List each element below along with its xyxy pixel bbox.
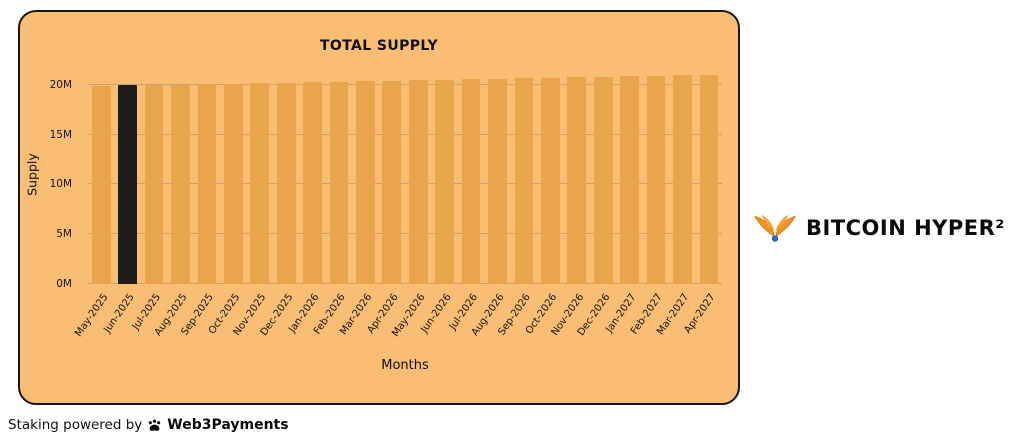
bar-jun-2025[interactable] <box>118 85 137 284</box>
bar-jul-2026[interactable] <box>461 79 481 284</box>
bar-aug-2025[interactable] <box>171 84 190 284</box>
plot-area <box>88 70 722 284</box>
footer: Staking powered by Web3Payments <box>8 417 289 433</box>
bar-slot <box>379 70 405 284</box>
bar-apr-2027[interactable] <box>699 74 719 284</box>
total-supply-chart-card: TOTAL SUPPLY Supply 0M 5M 10M 15M 20M May-20… <box>18 10 740 405</box>
bar-slot <box>114 70 140 284</box>
chart-title: TOTAL SUPPLY <box>319 38 439 54</box>
bar-may-2025[interactable] <box>91 85 111 284</box>
bar-slot <box>431 70 457 284</box>
bar-slot <box>273 70 299 284</box>
bar-slot <box>669 70 695 284</box>
bar-series <box>88 70 722 284</box>
bar-slot <box>88 70 114 284</box>
bar-jul-2025[interactable] <box>144 84 164 284</box>
x-tick-label: May-2025 <box>72 292 111 339</box>
x-tick-slot: Apr-2027 <box>683 286 722 358</box>
bar-feb-2026[interactable] <box>329 81 349 284</box>
bitcoin-hyper-branding: BITCOIN HYPER² <box>753 213 1005 243</box>
bar-sep-2026[interactable] <box>514 78 534 284</box>
bar-slot <box>484 70 510 284</box>
y-tick-label: 15M <box>49 128 72 141</box>
bar-slot <box>616 70 642 284</box>
bar-aug-2026[interactable] <box>488 78 507 284</box>
web3payments-paw-icon <box>147 418 162 433</box>
bar-jan-2026[interactable] <box>303 82 322 284</box>
bar-slot <box>564 70 590 284</box>
y-tick-label: 10M <box>49 178 72 191</box>
bar-dec-2025[interactable] <box>276 82 296 284</box>
bar-slot <box>405 70 431 284</box>
footer-text: Staking powered by <box>8 417 143 433</box>
bar-oct-2026[interactable] <box>541 77 560 284</box>
bar-slot <box>299 70 325 284</box>
bar-mar-2027[interactable] <box>673 75 692 284</box>
bar-slot <box>326 70 352 284</box>
bar-nov-2025[interactable] <box>250 83 270 284</box>
bar-feb-2027[interactable] <box>646 75 666 284</box>
y-tick-label: 5M <box>56 228 72 241</box>
bar-slot <box>220 70 246 284</box>
y-axis-ticks: 0M 5M 10M 15M 20M <box>20 70 82 290</box>
y-tick-label: 20M <box>49 78 72 91</box>
gridline-20M <box>88 83 722 85</box>
gridline-10M <box>88 183 722 185</box>
gridline-15M <box>88 133 722 135</box>
bar-slot <box>458 70 484 284</box>
bar-slot <box>696 70 722 284</box>
bar-apr-2026[interactable] <box>382 80 402 284</box>
bar-slot <box>352 70 378 284</box>
bar-sep-2025[interactable] <box>197 84 217 284</box>
bar-jan-2027[interactable] <box>620 76 640 284</box>
x-axis-label: Months <box>381 358 429 373</box>
y-tick-label: 0M <box>56 278 72 290</box>
gridline-0M <box>88 283 722 284</box>
bitcoin-hyper-wordmark: BITCOIN HYPER² <box>806 216 1005 240</box>
bar-slot <box>141 70 167 284</box>
bar-slot <box>194 70 220 284</box>
bar-dec-2026[interactable] <box>593 76 613 284</box>
bar-may-2026[interactable] <box>408 80 428 284</box>
bar-slot <box>590 70 616 284</box>
bar-oct-2025[interactable] <box>223 83 243 284</box>
bar-slot <box>167 70 193 284</box>
bar-mar-2026[interactable] <box>356 81 375 284</box>
bar-slot <box>511 70 537 284</box>
bar-nov-2026[interactable] <box>567 77 587 284</box>
bitcoin-hyper-wings-icon <box>753 213 797 243</box>
web3payments-wordmark: Web3Payments <box>167 417 289 433</box>
bar-slot <box>247 70 273 284</box>
x-axis-ticks: May-2025 Jun-2025 Jul-2025 Aug-2025 Sep-2025… <box>73 286 722 358</box>
bar-jun-2026[interactable] <box>435 79 455 284</box>
bar-slot <box>537 70 563 284</box>
gridline-5M <box>88 233 722 235</box>
bar-slot <box>643 70 669 284</box>
